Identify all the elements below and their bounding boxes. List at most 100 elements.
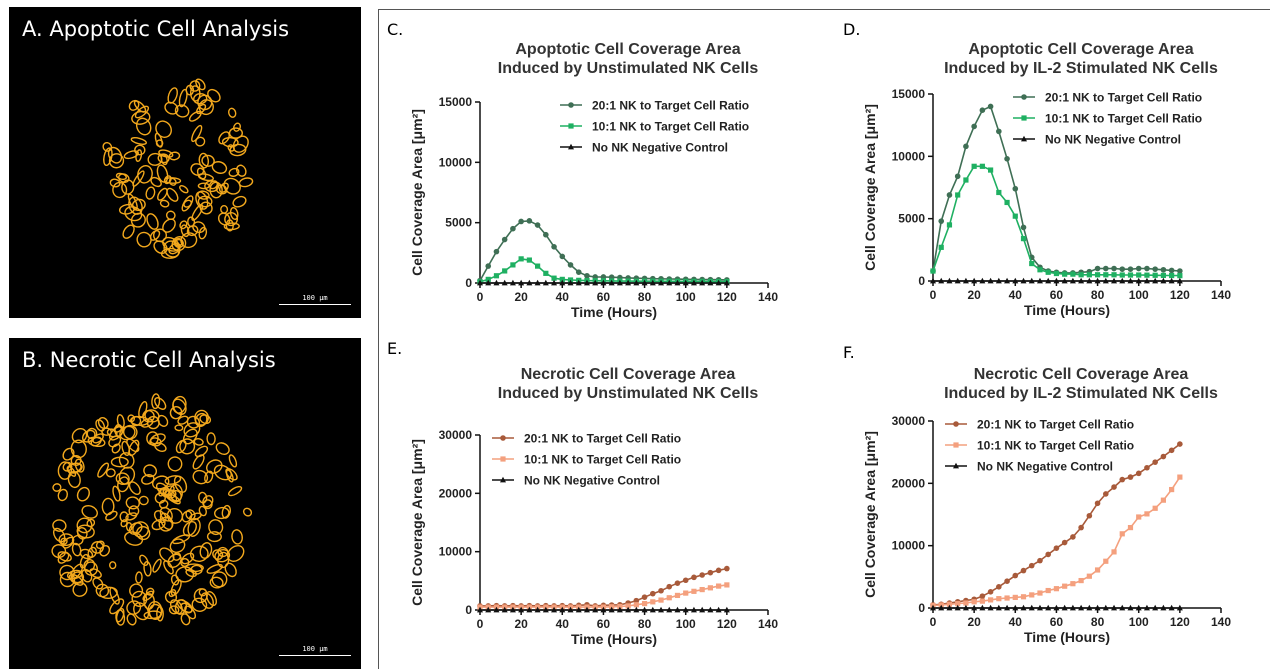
data-point bbox=[1169, 486, 1175, 493]
legend-label: No NK Negative Control bbox=[592, 141, 728, 155]
data-point bbox=[955, 601, 961, 607]
data-point bbox=[1144, 265, 1150, 272]
cell-outline bbox=[153, 240, 168, 254]
cell-outline bbox=[228, 167, 240, 177]
data-point bbox=[1028, 604, 1035, 611]
cell-outline bbox=[180, 613, 191, 626]
cell-outline bbox=[221, 504, 231, 519]
data-point bbox=[509, 606, 516, 613]
data-point bbox=[649, 279, 656, 286]
cell-outline bbox=[189, 85, 201, 102]
series-circle bbox=[477, 218, 730, 284]
y-tick-label: 20000 bbox=[439, 486, 473, 500]
data-point bbox=[1102, 277, 1109, 284]
chart-subtitle: Induced by Unstimulated NK Cells bbox=[498, 385, 759, 402]
data-point bbox=[1036, 277, 1043, 284]
data-point bbox=[715, 279, 722, 286]
data-point bbox=[715, 606, 722, 613]
data-point bbox=[1119, 604, 1126, 611]
data-point bbox=[954, 173, 961, 180]
cell-outline bbox=[159, 506, 173, 522]
data-point bbox=[996, 596, 1002, 602]
cell-outline bbox=[221, 136, 239, 148]
cell-outline bbox=[81, 504, 98, 519]
cell-outline bbox=[57, 551, 70, 564]
data-point bbox=[1021, 115, 1027, 121]
data-point bbox=[1029, 260, 1035, 267]
cell-outline bbox=[197, 94, 213, 111]
data-point bbox=[1111, 604, 1118, 611]
data-point bbox=[542, 606, 549, 613]
data-point bbox=[485, 263, 492, 269]
data-point bbox=[1045, 551, 1051, 558]
cell-outline bbox=[159, 199, 170, 208]
cell-outline bbox=[189, 80, 201, 92]
data-point bbox=[707, 569, 714, 576]
data-point bbox=[1045, 269, 1051, 275]
data-point bbox=[1177, 441, 1183, 447]
data-point bbox=[633, 606, 640, 613]
data-point bbox=[1053, 604, 1060, 611]
x-tick-label: 0 bbox=[477, 290, 484, 304]
cell-outline bbox=[122, 224, 135, 239]
data-point bbox=[1160, 497, 1166, 503]
data-point bbox=[625, 603, 631, 609]
data-point bbox=[979, 107, 986, 114]
data-point bbox=[1152, 505, 1158, 511]
cell-outline bbox=[66, 569, 83, 580]
data-point bbox=[1037, 557, 1043, 564]
chart-necrotic-il2: Necrotic Cell Coverage Area Induced by IL… bbox=[862, 366, 1231, 645]
data-point bbox=[1102, 604, 1109, 611]
panel-label-d: D. bbox=[843, 20, 861, 39]
cell-outline bbox=[198, 99, 214, 116]
data-point bbox=[690, 606, 697, 613]
data-point bbox=[1127, 266, 1134, 272]
cell-outline bbox=[151, 393, 161, 410]
data-point bbox=[502, 268, 508, 274]
y-tick-label: 20000 bbox=[892, 476, 926, 490]
y-axis-label: Cell Coverage Area [μm²] bbox=[862, 104, 878, 271]
data-point bbox=[1176, 604, 1183, 611]
data-point bbox=[534, 279, 541, 286]
data-point bbox=[633, 597, 640, 604]
image-panel-apoptotic: A. Apoptotic Cell Analysis 100 µm bbox=[9, 7, 361, 318]
x-tick-label: 120 bbox=[717, 290, 737, 304]
cell-outline bbox=[108, 561, 117, 570]
data-point bbox=[1111, 277, 1118, 284]
cell-outline bbox=[101, 427, 112, 436]
legend-label: 10:1 NK to Target Cell Ratio bbox=[524, 453, 681, 467]
cell-outline bbox=[95, 419, 106, 432]
x-tick-label: 0 bbox=[930, 615, 937, 629]
data-point bbox=[493, 248, 500, 255]
x-tick-label: 120 bbox=[1170, 615, 1190, 629]
data-point bbox=[953, 442, 959, 448]
cell-outline bbox=[208, 519, 224, 536]
cell-outline bbox=[141, 474, 155, 485]
data-point bbox=[1127, 524, 1134, 531]
cell-outline bbox=[102, 141, 113, 152]
data-point bbox=[1004, 604, 1011, 611]
data-point bbox=[930, 604, 936, 611]
cell-outline bbox=[175, 566, 195, 583]
cell-outline bbox=[112, 485, 121, 502]
cell-outline bbox=[89, 568, 102, 579]
cell-outline bbox=[86, 518, 96, 528]
cell-outline bbox=[204, 180, 220, 193]
data-point bbox=[1111, 484, 1117, 490]
data-point bbox=[953, 462, 959, 469]
series-square bbox=[930, 474, 1183, 609]
data-point bbox=[493, 606, 500, 613]
cell-outline bbox=[115, 607, 125, 623]
data-point bbox=[1103, 491, 1109, 497]
necrotic-cell-outlines bbox=[51, 393, 253, 626]
x-tick-label: 80 bbox=[1091, 615, 1105, 629]
chart-subtitle: Induced by Unstimulated NK Cells bbox=[498, 60, 759, 77]
cell-outline bbox=[198, 152, 210, 169]
data-point bbox=[953, 421, 959, 427]
cell-outline bbox=[163, 560, 174, 575]
data-point bbox=[1012, 213, 1018, 219]
cell-outline bbox=[204, 470, 214, 484]
legend-entry: No NK Negative Control bbox=[945, 460, 1113, 474]
chart-subtitle: Induced by IL-2 Stimulated NK Cells bbox=[944, 385, 1218, 402]
data-point bbox=[707, 279, 714, 286]
